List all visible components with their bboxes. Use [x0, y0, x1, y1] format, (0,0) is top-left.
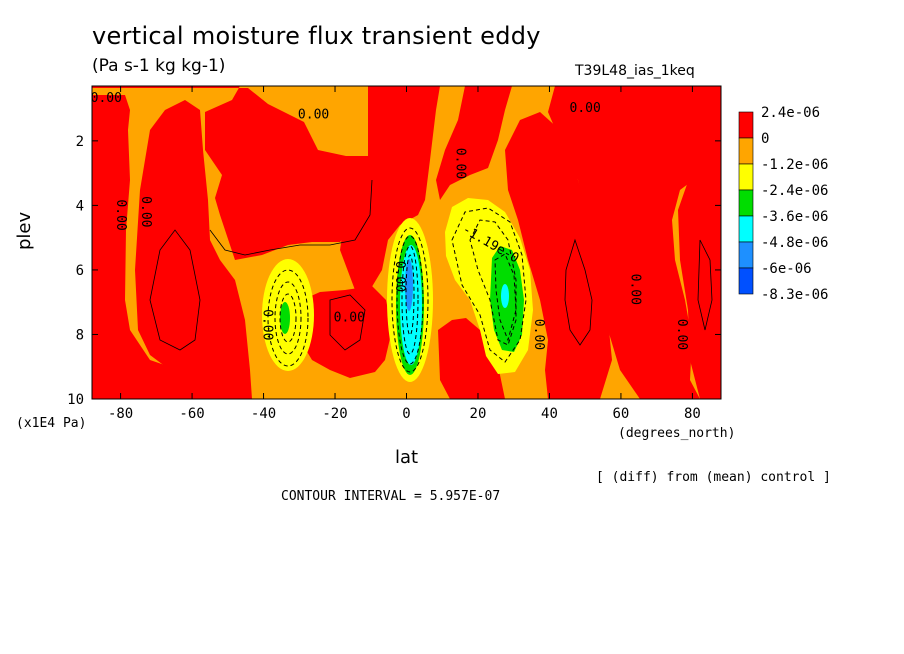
field-positive-mid: [300, 286, 392, 378]
x-tick-label: 40: [541, 406, 558, 422]
y-tick-label: 10: [67, 392, 84, 408]
y-tick-label: 8: [76, 327, 84, 343]
x-axis: -80 -60 -40 -20 0 20 40 60 80: [108, 86, 701, 422]
legend-label: -1.2e-06: [761, 157, 828, 173]
contour-label: 0.00: [138, 196, 153, 227]
x-tick-label: -60: [179, 406, 204, 422]
y-tick-label: 6: [76, 263, 84, 279]
legend-label: -3.6e-06: [761, 209, 828, 225]
legend-label: -4.8e-06: [761, 235, 828, 251]
x-tick-label: 80: [684, 406, 701, 422]
chart-units: (Pa s-1 kg kg-1): [92, 56, 226, 76]
contour-label: 0.00: [392, 261, 407, 292]
field-neg-cyan-right: [501, 284, 509, 308]
field-positive-right-2: [505, 112, 612, 399]
field-neg-blue-center: [405, 259, 413, 311]
legend-label: -6e-06: [761, 261, 812, 277]
field-positive-right-3: [678, 160, 721, 399]
legend-swatch: [738, 111, 754, 139]
field-positive-low-center: [438, 318, 505, 399]
contour-label: 0.00: [260, 309, 275, 340]
y-tick-label: 4: [76, 198, 84, 214]
run-id: T39L48_ias_1keq: [575, 63, 695, 79]
x-tick-label: -20: [322, 406, 347, 422]
contour-label: 0.00: [570, 101, 601, 116]
legend-swatch: [738, 215, 754, 243]
y-axis: 2 4 6 8 10: [67, 134, 721, 408]
legend-label: 0: [761, 131, 769, 147]
legend-label: -8.3e-06: [761, 287, 828, 303]
x-tick-label: 20: [470, 406, 487, 422]
legend-label: 2.4e-06: [761, 105, 820, 121]
x-tick-label: 0: [402, 406, 410, 422]
y-tick-label: 2: [76, 134, 84, 150]
contour-label: 0.00: [453, 148, 468, 179]
positive-contours: [149, 179, 713, 351]
legend-swatch: [738, 241, 754, 269]
chart-title: vertical moisture flux transient eddy: [92, 22, 541, 50]
field-positive-center: [340, 86, 440, 290]
field-positive-left-2: [135, 100, 252, 399]
x-tick-label: -80: [108, 406, 133, 422]
legend-label: -2.4e-06: [761, 183, 828, 199]
x-tick-label: 60: [613, 406, 630, 422]
negative-contours: [267, 207, 527, 373]
x-tick-label: -40: [251, 406, 276, 422]
contour-label: 0.00: [531, 319, 546, 350]
legend-swatch: [738, 189, 754, 217]
y-axis-units: (x1E4 Pa): [16, 416, 87, 431]
legend-swatch: [738, 267, 754, 295]
legend-swatch: [738, 163, 754, 191]
contour-label: 0.00: [334, 311, 365, 326]
contour-label: 0.00: [91, 91, 122, 106]
contour-label: 0.00: [113, 199, 128, 230]
contour-label: 0.00: [628, 274, 643, 305]
y-axis-label: plev: [14, 211, 35, 250]
diff-note: [ (diff) from (mean) control ]: [596, 470, 831, 485]
legend-swatch: [738, 137, 754, 165]
contour-label: 0.00: [674, 319, 689, 350]
contour-interval: CONTOUR INTERVAL = 5.957E-07: [281, 489, 501, 504]
color-legend: 2.4e-06 0 -1.2e-06 -2.4e-06 -3.6e-06 -4.8e-06…: [738, 105, 828, 303]
field-positive-right-center: [436, 86, 512, 200]
contour-field: [92, 86, 721, 399]
x-axis-label: lat: [395, 447, 419, 468]
field-positive-left: [92, 86, 375, 399]
field-positive-right: [548, 86, 721, 399]
contour-label: 0.00: [298, 107, 329, 122]
field-neg-green-left: [280, 302, 290, 334]
x-axis-units: (degrees_north): [618, 426, 736, 441]
